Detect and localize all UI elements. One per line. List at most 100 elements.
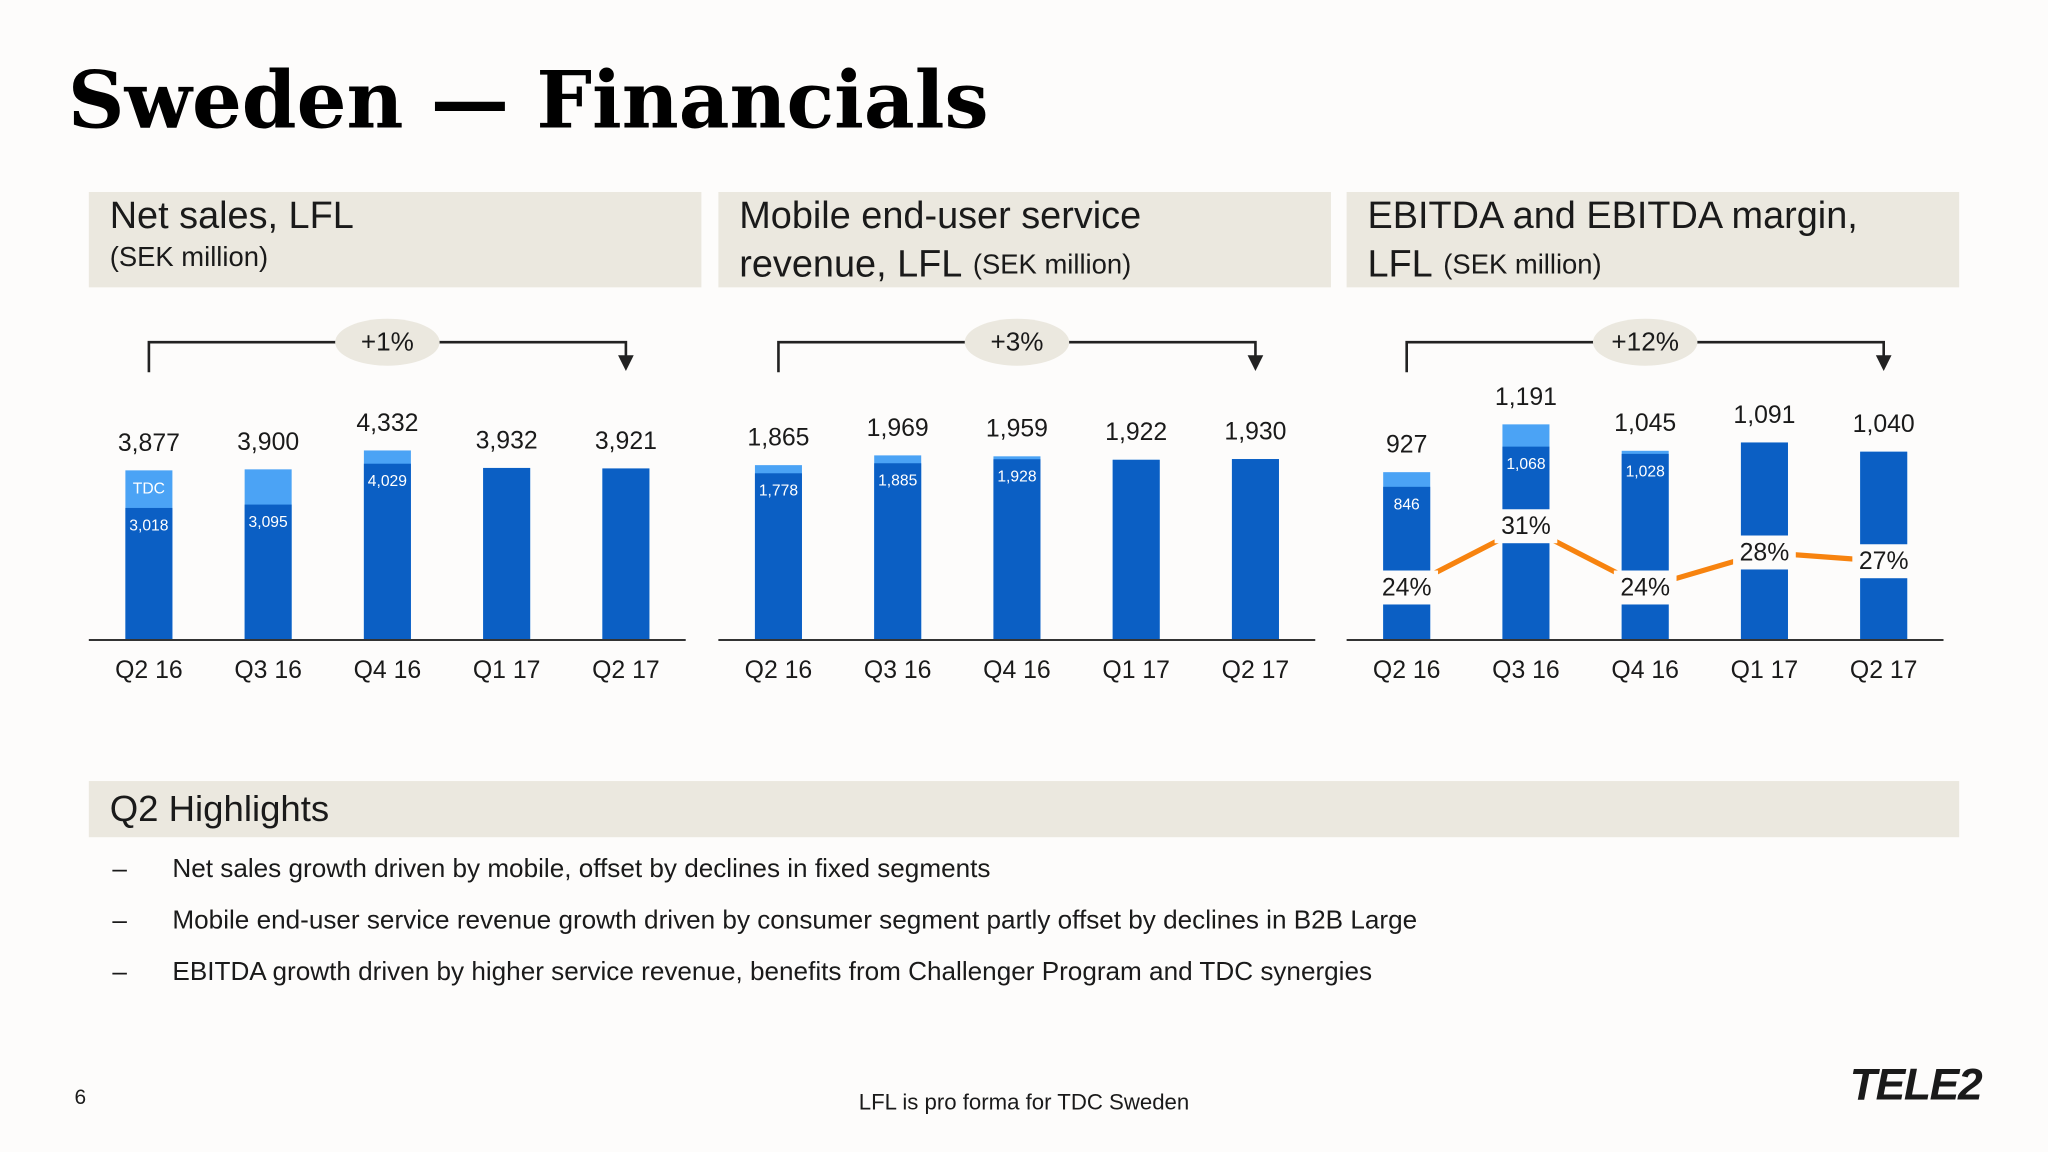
chart-header — [1346, 192, 1960, 288]
margin-label: 24% — [1382, 574, 1432, 601]
footnote: LFL is pro forma for TDC Sweden — [859, 1090, 1189, 1115]
margin-label-box — [1375, 570, 1439, 605]
x-tick-label: Q2 17 — [1850, 657, 1918, 684]
growth-pill — [335, 318, 440, 366]
legend-label: TDC — [133, 480, 165, 497]
value-label: 1,930 — [1224, 418, 1286, 445]
chart-header — [88, 192, 702, 288]
value-label: 4,332 — [356, 410, 418, 437]
x-tick-label: Q2 17 — [1222, 657, 1290, 684]
x-tick-label: Q4 16 — [354, 657, 422, 684]
value-label: 3,921 — [595, 428, 657, 455]
bullet-dash: – — [112, 904, 127, 934]
x-tick-label: Q2 16 — [745, 657, 813, 684]
bullet-dash: – — [112, 956, 127, 986]
value-label-inside: 4,029 — [368, 473, 407, 490]
value-label-inside: 1,928 — [997, 469, 1036, 486]
value-label: 1,040 — [1853, 411, 1915, 438]
value-label-inside: 1,885 — [878, 473, 917, 490]
margin-label-box — [1733, 535, 1796, 570]
x-tick-label: Q1 17 — [473, 657, 541, 684]
x-tick-label: Q3 16 — [1492, 657, 1560, 684]
x-tick-label: Q1 17 — [1102, 657, 1170, 684]
growth-pill — [1592, 318, 1698, 366]
highlight-text: Mobile end-user service revenue growth d… — [172, 904, 1417, 934]
growth-arrow — [1875, 355, 1892, 371]
bar-segment — [125, 507, 173, 640]
chart-title: revenue, LFL (SEK million) — [739, 243, 1131, 285]
bar-segment — [602, 468, 650, 640]
chart-title: LFL (SEK million) — [1368, 243, 1602, 285]
margin-label: 31% — [1501, 513, 1551, 540]
chart-title-line: Net sales, LFL — [110, 195, 354, 237]
slide-title: Sweden — Financials — [68, 55, 989, 147]
bar-segment — [993, 459, 1041, 640]
highlights-title: Q2 Highlights — [110, 788, 329, 829]
chart-subtitle: (SEK million) — [110, 241, 268, 272]
page-number: 6 — [74, 1086, 86, 1109]
value-label: 1,865 — [747, 425, 809, 452]
margin-label-box — [1613, 570, 1677, 605]
value-label: 1,922 — [1105, 419, 1167, 446]
margin-label-box — [1852, 544, 1916, 579]
chart-title: EBITDA and EBITDA margin, — [1368, 195, 1858, 237]
bullet-dash: – — [112, 853, 127, 883]
growth-pill — [964, 318, 1070, 366]
margin-label: 28% — [1740, 539, 1790, 566]
x-tick-label: Q1 17 — [1731, 657, 1799, 684]
margin-label-box — [1494, 509, 1558, 544]
bar-segment — [1231, 459, 1279, 640]
x-tick-label: Q2 16 — [1373, 657, 1441, 684]
value-label: 1,191 — [1495, 384, 1557, 411]
value-label: 3,900 — [237, 429, 299, 456]
chart-subtitle: (SEK million) — [973, 249, 1131, 280]
x-tick-label: Q4 16 — [1611, 657, 1679, 684]
bar-segment — [874, 463, 922, 640]
value-label: 927 — [1386, 432, 1427, 459]
value-label-inside: 846 — [1394, 496, 1420, 513]
bar-segment — [1502, 446, 1550, 640]
x-tick-label: Q4 16 — [983, 657, 1051, 684]
bar-segment — [1621, 453, 1669, 640]
logo: TELE2 — [1850, 1061, 1983, 1110]
x-tick-label: Q2 16 — [115, 657, 183, 684]
growth-label: +1% — [361, 326, 414, 356]
bar-segment — [363, 463, 411, 640]
growth-arrow — [1247, 355, 1264, 371]
value-label: 1,045 — [1614, 410, 1676, 437]
highlights-header — [88, 781, 1960, 838]
value-label-inside: 3,018 — [129, 517, 168, 534]
chart-subtitle: (SEK million) — [1443, 249, 1601, 280]
value-label: 1,969 — [867, 415, 929, 442]
x-tick-label: Q3 16 — [864, 657, 932, 684]
highlight-text: EBITDA growth driven by higher service r… — [172, 956, 1372, 986]
growth-arrow — [618, 355, 634, 371]
bar-segment — [1112, 459, 1160, 640]
bar-segment — [244, 504, 292, 640]
value-label-inside: 3,095 — [249, 514, 288, 531]
bar-segment — [1383, 486, 1431, 640]
chart-title-line: Mobile end-user service — [739, 195, 1141, 237]
chart-title: Mobile end-user service — [739, 195, 1141, 237]
chart-title-line: revenue, LFL — [739, 243, 962, 285]
value-label-inside: 1,778 — [759, 483, 798, 500]
margin-label: 27% — [1859, 548, 1909, 575]
margin-label: 24% — [1620, 574, 1670, 601]
value-label: 3,932 — [476, 427, 538, 454]
bar-segment — [483, 467, 531, 640]
value-label: 1,091 — [1733, 402, 1795, 429]
value-label-inside: 1,068 — [1506, 456, 1545, 473]
growth-label: +3% — [990, 326, 1043, 356]
value-label: 3,877 — [118, 430, 180, 457]
growth-label: +12% — [1611, 326, 1679, 356]
bar-segment — [754, 473, 802, 640]
value-label: 1,959 — [986, 416, 1048, 443]
highlight-text: Net sales growth driven by mobile, offse… — [172, 853, 990, 883]
chart-title-line: EBITDA and EBITDA margin, — [1368, 195, 1858, 237]
chart-title: Net sales, LFL — [110, 195, 354, 237]
chart-header — [718, 192, 1331, 288]
value-label-inside: 1,028 — [1626, 463, 1665, 480]
